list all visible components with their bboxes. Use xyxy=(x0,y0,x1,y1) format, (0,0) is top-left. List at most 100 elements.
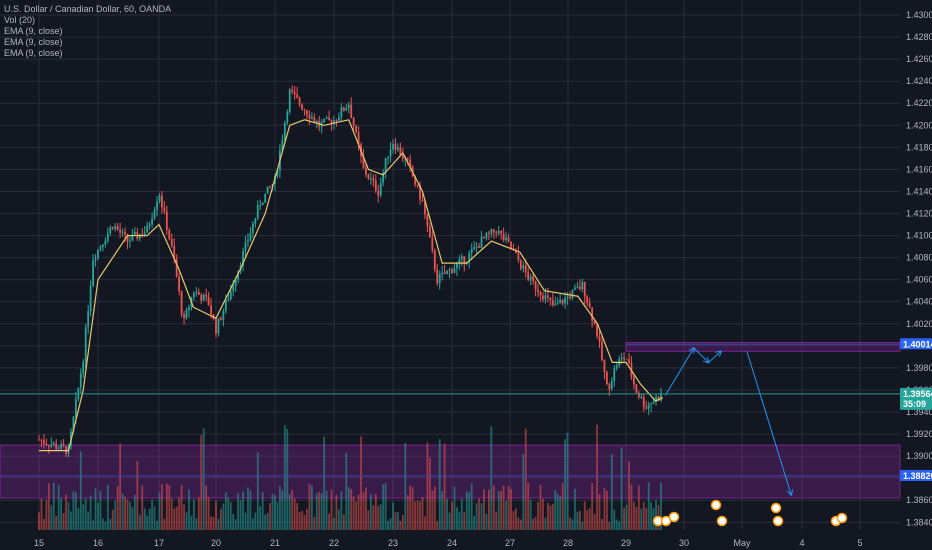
candle-body xyxy=(38,439,40,441)
candle-body xyxy=(645,407,648,409)
volume-bar xyxy=(350,488,353,530)
volume-bar xyxy=(610,454,613,530)
candle-body xyxy=(256,205,259,219)
candle-body xyxy=(345,108,348,111)
volume-bar xyxy=(583,501,586,530)
candle-body xyxy=(362,156,365,168)
volume-bar xyxy=(151,499,153,530)
economic-event-icon[interactable] xyxy=(668,511,680,523)
candle-body xyxy=(628,359,630,364)
x-tick-label: 28 xyxy=(563,538,573,548)
volume-bar xyxy=(362,491,365,530)
candle-body xyxy=(114,226,117,229)
volume-bar xyxy=(510,488,512,530)
candle-body xyxy=(350,104,353,118)
volume-bar xyxy=(148,508,151,530)
time-axis[interactable]: 15 16 17 20 21 22 23 24 27 28 29 30 May 4 5 xyxy=(34,538,863,548)
candle-body xyxy=(286,111,289,123)
y-tick-label: 1.39200 xyxy=(906,429,932,439)
candle-body xyxy=(342,107,345,111)
economic-event-icon[interactable] xyxy=(660,515,672,527)
candle-body xyxy=(347,104,350,109)
candle-body xyxy=(50,444,53,447)
legend-ema-1[interactable]: EMA (9, close) xyxy=(4,26,63,36)
y-tick-label: 1.40200 xyxy=(906,319,932,329)
volume-bar xyxy=(116,486,119,530)
economic-event-icon[interactable] xyxy=(710,499,722,511)
volume-bar xyxy=(239,500,242,530)
legend-symbol[interactable]: U.S. Dollar / Canadian Dollar, 60, OANDA xyxy=(4,4,172,14)
economic-event-icon[interactable] xyxy=(836,512,848,524)
candle-body xyxy=(517,253,520,261)
volume-bar xyxy=(234,519,237,530)
volume-bar xyxy=(342,514,345,530)
volume-bar xyxy=(399,520,402,530)
economic-event-icon[interactable] xyxy=(716,515,728,527)
candle-body xyxy=(480,237,483,248)
y-tick-label: 1.39000 xyxy=(906,451,932,461)
economic-event-icon[interactable] xyxy=(772,515,784,527)
y-tick-label: 1.41400 xyxy=(906,186,932,196)
candle-body xyxy=(605,371,608,385)
candle-body xyxy=(655,396,657,402)
candle-body xyxy=(296,94,299,98)
candle-body xyxy=(571,290,574,299)
volume-bar xyxy=(256,452,259,530)
y-tick-label: 1.42600 xyxy=(906,54,932,64)
volume-bar xyxy=(497,491,500,530)
volume-bar xyxy=(281,490,284,530)
volume-bar xyxy=(512,511,515,530)
candle-body xyxy=(259,205,262,207)
candle-body xyxy=(554,303,557,306)
candle-body xyxy=(519,260,522,269)
support-price-tag-text: 1.38820 xyxy=(903,471,932,481)
volume-bar xyxy=(416,500,419,530)
volume-bar xyxy=(325,490,328,530)
volume-bar xyxy=(546,502,549,530)
volume-bar xyxy=(392,502,394,530)
volume-bar xyxy=(298,511,301,530)
volume-bar xyxy=(114,500,117,530)
candle-body xyxy=(301,104,303,110)
volume-bar xyxy=(394,512,397,530)
projection-arrow xyxy=(708,351,721,363)
volume-bar xyxy=(456,507,458,530)
volume-bar xyxy=(74,492,77,530)
candle-body xyxy=(141,234,144,236)
volume-bar xyxy=(603,487,606,530)
candle-body xyxy=(487,233,490,235)
volume-bar xyxy=(433,486,436,530)
volume-bar xyxy=(156,520,158,530)
economic-event-icon[interactable] xyxy=(770,502,782,514)
y-tick-label: 1.40600 xyxy=(906,275,932,285)
chart-legend: U.S. Dollar / Canadian Dollar, 60, OANDA… xyxy=(4,4,171,59)
candle-body xyxy=(588,303,591,308)
event-markers[interactable] xyxy=(652,499,848,527)
volume-bar xyxy=(522,453,525,530)
candle-body xyxy=(470,249,473,253)
support-zone xyxy=(0,444,901,499)
candle-body xyxy=(576,286,579,288)
support-price-tag-bg xyxy=(900,469,932,481)
legend-volume[interactable]: Vol (20) xyxy=(4,15,36,25)
volume-bar xyxy=(623,508,625,530)
legend-ema-3[interactable]: EMA (9, close) xyxy=(4,48,63,58)
volume-bar xyxy=(301,510,303,530)
candle-body xyxy=(310,117,313,119)
candle-body xyxy=(323,118,326,123)
candle-body xyxy=(401,155,404,159)
candle-body xyxy=(148,224,151,227)
volume-bar xyxy=(453,486,456,530)
candle-body xyxy=(52,443,55,445)
legend-ema-2[interactable]: EMA (9, close) xyxy=(4,37,63,47)
volume-bar xyxy=(635,507,638,530)
candle-body xyxy=(387,156,389,159)
volume-bar xyxy=(618,521,621,530)
volume-bar xyxy=(377,505,380,530)
volume-bar xyxy=(655,499,657,530)
candle-body xyxy=(551,299,554,306)
volume-bar xyxy=(192,499,195,530)
volume-bar xyxy=(374,493,377,530)
